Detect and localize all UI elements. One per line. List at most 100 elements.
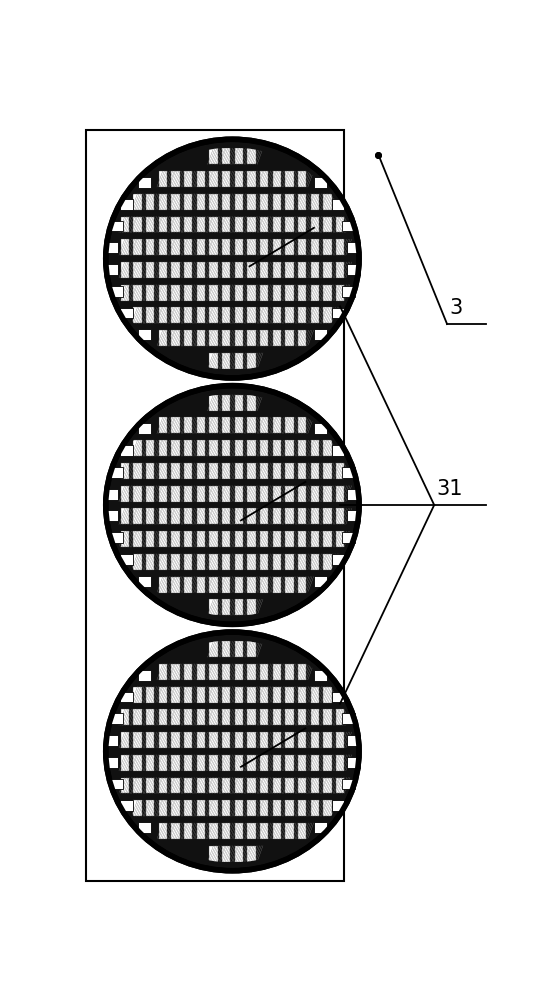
Line: 2 pts: 2 pts bbox=[198, 664, 204, 680]
Point bbox=[219, 541, 225, 553]
Point bbox=[332, 249, 339, 261]
Line: 2 pts: 2 pts bbox=[214, 554, 220, 570]
Line: 2 pts: 2 pts bbox=[126, 709, 131, 725]
Point bbox=[280, 541, 287, 553]
Line: 2 pts: 2 pts bbox=[254, 463, 260, 479]
Point bbox=[323, 317, 330, 329]
Point bbox=[261, 765, 268, 777]
Point bbox=[323, 233, 330, 245]
Bar bbox=[298, 194, 306, 210]
Line: 2 pts: 2 pts bbox=[233, 732, 239, 748]
Line: 2 pts: 2 pts bbox=[198, 709, 204, 725]
Line: 2 pts: 2 pts bbox=[167, 778, 173, 793]
Point bbox=[281, 211, 288, 223]
Line: 2 pts: 2 pts bbox=[203, 664, 209, 680]
Line: 2 pts: 2 pts bbox=[279, 823, 285, 839]
Point bbox=[298, 833, 305, 845]
Point bbox=[203, 742, 210, 754]
Line: 2 pts: 2 pts bbox=[294, 171, 299, 187]
Point bbox=[201, 233, 207, 245]
Line: 2 pts: 2 pts bbox=[143, 709, 149, 725]
Point bbox=[158, 188, 165, 200]
Point bbox=[307, 211, 314, 223]
Point bbox=[245, 571, 252, 583]
Point bbox=[295, 541, 301, 553]
Point bbox=[326, 204, 333, 216]
Point bbox=[330, 541, 336, 553]
Point bbox=[299, 749, 305, 761]
Point bbox=[152, 726, 158, 738]
Point bbox=[303, 719, 310, 731]
Point bbox=[247, 518, 254, 530]
Point bbox=[144, 450, 151, 462]
Point bbox=[261, 794, 268, 806]
Line: 2 pts: 2 pts bbox=[131, 732, 136, 748]
Point bbox=[139, 279, 146, 291]
Point bbox=[175, 249, 181, 261]
Point bbox=[252, 593, 258, 605]
Point bbox=[230, 295, 237, 307]
Point bbox=[326, 703, 332, 715]
Point bbox=[316, 434, 323, 446]
Point bbox=[332, 301, 339, 313]
Point bbox=[217, 817, 223, 829]
Point bbox=[222, 405, 229, 417]
Bar bbox=[324, 709, 331, 725]
Point bbox=[232, 181, 238, 193]
Line: 2 pts: 2 pts bbox=[271, 307, 277, 323]
Line: 2 pts: 2 pts bbox=[328, 709, 334, 725]
Point bbox=[126, 211, 133, 223]
Point bbox=[227, 427, 233, 439]
Point bbox=[141, 457, 147, 469]
Bar bbox=[158, 239, 167, 255]
Point bbox=[331, 749, 337, 761]
Point bbox=[168, 787, 175, 799]
Point bbox=[263, 324, 269, 336]
Point bbox=[278, 211, 285, 223]
Point bbox=[239, 324, 245, 336]
Line: 2 pts: 2 pts bbox=[225, 330, 231, 346]
Point bbox=[263, 301, 269, 313]
Point bbox=[269, 765, 276, 777]
Point bbox=[126, 525, 133, 537]
Line: 2 pts: 2 pts bbox=[134, 778, 139, 793]
Point bbox=[184, 719, 191, 731]
Point bbox=[213, 674, 219, 686]
Line: 2 pts: 2 pts bbox=[198, 440, 204, 456]
Line: 2 pts: 2 pts bbox=[211, 395, 217, 411]
Line: 2 pts: 2 pts bbox=[257, 417, 263, 433]
Point bbox=[337, 457, 343, 469]
Line: 2 pts: 2 pts bbox=[306, 262, 312, 278]
Point bbox=[202, 480, 209, 492]
Line: 2 pts: 2 pts bbox=[220, 709, 226, 725]
Line: 2 pts: 2 pts bbox=[249, 531, 255, 547]
Line: 2 pts: 2 pts bbox=[229, 395, 234, 411]
Point bbox=[274, 681, 280, 693]
Point bbox=[195, 272, 202, 284]
Point bbox=[329, 502, 336, 514]
Point bbox=[245, 587, 252, 599]
Ellipse shape bbox=[106, 139, 359, 378]
Point bbox=[184, 324, 191, 336]
Point bbox=[296, 427, 303, 439]
Point bbox=[175, 719, 181, 731]
Line: 2 pts: 2 pts bbox=[263, 687, 269, 703]
Point bbox=[334, 541, 341, 553]
Point bbox=[219, 833, 225, 845]
Point bbox=[155, 317, 162, 329]
Point bbox=[223, 794, 229, 806]
Line: 2 pts: 2 pts bbox=[209, 800, 215, 816]
Line: 2 pts: 2 pts bbox=[147, 262, 153, 278]
Point bbox=[202, 165, 209, 177]
Point bbox=[240, 548, 247, 560]
Point bbox=[194, 681, 201, 693]
Point bbox=[168, 411, 175, 423]
Point bbox=[242, 434, 249, 446]
Point bbox=[135, 541, 142, 553]
Point bbox=[245, 697, 252, 709]
Point bbox=[129, 249, 135, 261]
Point bbox=[158, 833, 165, 845]
Line: 2 pts: 2 pts bbox=[289, 709, 294, 725]
Line: 2 pts: 2 pts bbox=[235, 194, 240, 210]
Line: 2 pts: 2 pts bbox=[224, 823, 229, 839]
